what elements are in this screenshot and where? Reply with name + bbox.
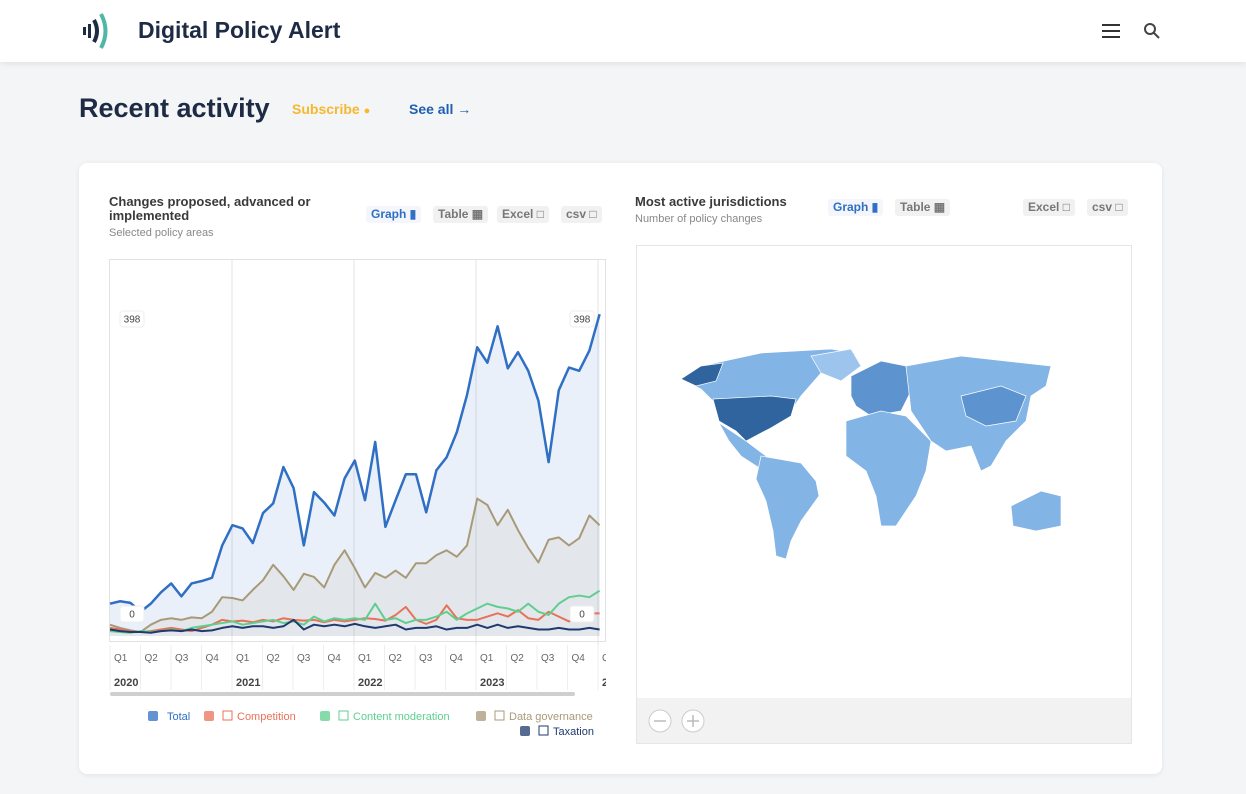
csv-button[interactable]: csv □ bbox=[1087, 199, 1128, 216]
x-tick-label: Q3 bbox=[297, 653, 311, 664]
europe[interactable] bbox=[850, 360, 912, 417]
graph-button[interactable]: Graph ▮ bbox=[828, 199, 884, 216]
range-label: 0 bbox=[579, 610, 585, 621]
year-label: 2020 bbox=[114, 677, 138, 689]
legend-label: Content moderation bbox=[353, 711, 450, 723]
table-button[interactable]: Table ▦ bbox=[895, 199, 951, 216]
range-label-box bbox=[119, 310, 145, 328]
x-tick-label: Q2 bbox=[511, 653, 525, 664]
x-tick-label: Q3 bbox=[175, 653, 189, 664]
africa[interactable] bbox=[845, 410, 932, 527]
top-bar: Digital Policy Alert bbox=[0, 0, 1246, 62]
x-tick-label: Q4 bbox=[328, 653, 342, 664]
range-label-box bbox=[569, 605, 595, 623]
legend-label: Taxation bbox=[553, 726, 594, 738]
line bbox=[109, 497, 601, 633]
graph-button[interactable]: Graph ▮ bbox=[366, 206, 422, 223]
south-america[interactable] bbox=[755, 455, 820, 560]
link-icon bbox=[338, 710, 349, 721]
legend-swatch bbox=[520, 726, 530, 736]
logo[interactable] bbox=[80, 8, 116, 54]
link-icon bbox=[222, 710, 233, 721]
arrow-icon: → bbox=[457, 101, 472, 117]
plot-frame bbox=[109, 259, 606, 642]
range-label-box bbox=[119, 605, 145, 623]
search-icon[interactable] bbox=[1143, 22, 1161, 40]
legend-label: Total bbox=[167, 711, 190, 723]
map-toolbar bbox=[637, 698, 1131, 743]
united-states[interactable] bbox=[712, 395, 797, 442]
greenland[interactable] bbox=[810, 348, 862, 382]
map-title: Most active jurisdictions bbox=[635, 194, 787, 209]
excel-button[interactable]: Excel □ bbox=[497, 206, 549, 223]
button-label: Table bbox=[900, 200, 931, 214]
button-label: csv bbox=[1092, 200, 1113, 214]
world-map bbox=[680, 348, 1062, 560]
excel-button[interactable]: Excel □ bbox=[1023, 199, 1075, 216]
legend-label: Data governance bbox=[509, 711, 593, 723]
range-label: 0 bbox=[129, 610, 135, 621]
range-label-box bbox=[569, 310, 595, 328]
x-tick-label: Q1 bbox=[480, 653, 494, 664]
link-icon bbox=[538, 725, 549, 736]
x-tick-label: Q3 bbox=[419, 653, 433, 664]
line bbox=[109, 618, 600, 634]
button-label: Graph bbox=[833, 200, 869, 214]
year-label: 2024 bbox=[602, 677, 627, 689]
see-all-text[interactable]: See all bbox=[409, 101, 454, 117]
menu-icon[interactable] bbox=[1100, 22, 1122, 40]
legend-swatch bbox=[148, 711, 158, 721]
x-tick-label: Q3 bbox=[541, 653, 555, 664]
button-label: csv bbox=[566, 207, 587, 221]
legend-swatch bbox=[320, 711, 330, 721]
button-label: Table bbox=[438, 207, 469, 221]
legend-label: Competition bbox=[237, 711, 296, 723]
chart-subtitle: Selected policy areas bbox=[109, 227, 214, 239]
x-tick-label: Q4 bbox=[206, 653, 220, 664]
australia[interactable] bbox=[1010, 490, 1062, 532]
x-tick-label: Q1 bbox=[602, 653, 616, 664]
scrollbar[interactable] bbox=[110, 692, 575, 696]
chart-title: Changes proposed, advanced or implemente… bbox=[109, 194, 311, 223]
line bbox=[109, 313, 601, 613]
subscribe-text[interactable]: Subscribe bbox=[292, 101, 360, 117]
range-label: 398 bbox=[124, 315, 141, 326]
x-tick-label: Q2 bbox=[145, 653, 159, 664]
alaska[interactable] bbox=[680, 362, 724, 387]
x-tick-label: Q4 bbox=[572, 653, 586, 664]
see-all-link[interactable]: See all → bbox=[409, 101, 471, 117]
table-button[interactable]: Table ▦ bbox=[433, 206, 489, 223]
button-label: Graph bbox=[371, 207, 407, 221]
x-tick-label: Q2 bbox=[267, 653, 281, 664]
x-tick-label: Q4 bbox=[450, 653, 464, 664]
section-title: Recent activity bbox=[79, 93, 270, 123]
line bbox=[109, 604, 600, 633]
china[interactable] bbox=[960, 385, 1027, 427]
legend-swatch bbox=[476, 711, 486, 721]
year-label: 2022 bbox=[358, 677, 382, 689]
year-label: 2021 bbox=[236, 677, 260, 689]
x-tick-label: Q1 bbox=[114, 653, 128, 664]
bell-icon: ● bbox=[363, 105, 371, 117]
range-label: 398 bbox=[574, 315, 591, 326]
line bbox=[109, 589, 601, 634]
area bbox=[110, 314, 600, 636]
button-label: Excel bbox=[502, 207, 534, 221]
x-tick-label: Q1 bbox=[236, 653, 250, 664]
link-icon bbox=[494, 710, 505, 721]
legend-swatch bbox=[204, 711, 214, 721]
csv-button[interactable]: csv □ bbox=[561, 206, 602, 223]
brand[interactable]: Digital Policy Alert bbox=[138, 17, 341, 43]
map-subtitle: Number of policy changes bbox=[635, 213, 763, 225]
year-label: 2023 bbox=[480, 677, 504, 689]
x-tick-label: Q2 bbox=[389, 653, 403, 664]
subscribe-link[interactable]: Subscribe ● bbox=[292, 101, 370, 117]
x-tick-label: Q1 bbox=[358, 653, 372, 664]
zoom-controls bbox=[648, 709, 705, 733]
map-panel bbox=[636, 245, 1132, 744]
button-label: Excel bbox=[1028, 200, 1060, 214]
area bbox=[110, 498, 600, 636]
